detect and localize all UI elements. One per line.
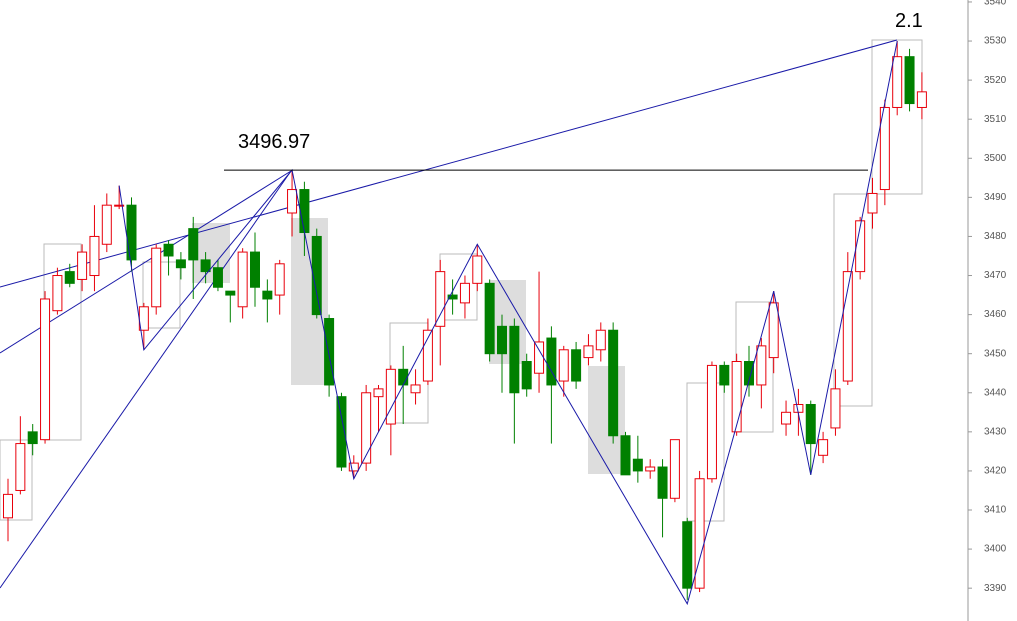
- y-tick-label: 3440: [984, 387, 1007, 398]
- candle-body: [719, 364, 730, 386]
- zigzag-line: [118, 40, 898, 606]
- candle-body: [497, 325, 507, 355]
- candle-body: [855, 220, 866, 273]
- y-tick-label: 3400: [984, 544, 1007, 555]
- candle-body: [410, 384, 421, 394]
- y-tick-label: 3500: [984, 153, 1007, 164]
- candle-body: [459, 282, 470, 304]
- candle-body: [77, 251, 88, 280]
- candle-body: [879, 106, 890, 191]
- candle-body: [3, 493, 13, 519]
- candle-body: [225, 290, 236, 296]
- y-tick-label: 3390: [984, 583, 1007, 594]
- candle-body: [373, 388, 384, 398]
- candle-body: [645, 466, 656, 472]
- candle-body: [682, 521, 693, 589]
- candle-body: [126, 204, 137, 261]
- peak-label: 2.1: [895, 10, 923, 32]
- level-label: 3496.97: [238, 131, 310, 153]
- candle-body: [842, 271, 853, 382]
- candle-body: [904, 56, 915, 105]
- candle-body: [620, 435, 631, 476]
- candle-body: [583, 345, 594, 359]
- candle-body: [101, 204, 112, 245]
- candle-body: [472, 255, 483, 284]
- candle-body: [768, 302, 779, 359]
- candle-body: [27, 431, 38, 445]
- y-tick-label: 3520: [984, 75, 1007, 86]
- trend-lines: [0, 39, 898, 589]
- candle-body: [250, 251, 260, 288]
- candle-body: [608, 329, 619, 437]
- candle-body: [558, 349, 569, 382]
- candle-body: [892, 56, 903, 108]
- candle-body: [805, 403, 816, 445]
- candle-body: [385, 368, 396, 425]
- range-boxes: [0, 39, 923, 522]
- candle-body: [534, 341, 545, 374]
- candle-body: [694, 478, 705, 589]
- y-tick-label: 3410: [984, 505, 1007, 516]
- candle-body: [632, 458, 643, 472]
- candle-body: [262, 290, 273, 300]
- candle-body: [669, 439, 680, 499]
- y-tick-label: 3540: [984, 0, 1007, 8]
- candle-body: [781, 411, 792, 425]
- y-tick-label: 3510: [984, 114, 1007, 125]
- candle-body: [744, 361, 754, 386]
- candle-body: [163, 243, 174, 257]
- candle-body: [114, 204, 125, 207]
- candle-body: [422, 329, 433, 382]
- candle-body: [818, 439, 829, 456]
- candle-body: [398, 368, 409, 386]
- candle-body: [52, 275, 63, 312]
- y-tick-label: 3420: [984, 466, 1007, 477]
- candle-body: [830, 388, 841, 429]
- y-tick-label: 3530: [984, 36, 1007, 47]
- candle-body: [40, 298, 51, 441]
- candle-body: [657, 466, 668, 499]
- candle-body: [212, 267, 223, 288]
- candle-body: [546, 337, 557, 386]
- y-tick-label: 3490: [984, 192, 1007, 203]
- candle-body: [175, 259, 186, 269]
- y-tick-label: 3460: [984, 309, 1007, 320]
- candle-body: [484, 282, 495, 355]
- candle-body: [324, 318, 335, 386]
- candle-body: [151, 247, 162, 308]
- candle-body: [237, 251, 248, 308]
- candle-body: [348, 462, 359, 472]
- candle-body: [311, 235, 322, 316]
- candle-body: [287, 189, 298, 214]
- candle-body: [916, 91, 927, 108]
- candle-body: [15, 443, 26, 491]
- y-tick-label: 3480: [984, 231, 1007, 242]
- y-tick-label: 3430: [984, 426, 1007, 437]
- candle-body: [867, 192, 878, 214]
- candle-body: [274, 263, 285, 296]
- candle-body: [188, 228, 199, 261]
- candle-body: [361, 392, 372, 464]
- candle-body: [336, 396, 347, 468]
- y-tick-label: 3450: [984, 348, 1007, 359]
- candle-body: [447, 294, 458, 300]
- y-tick-label: 3470: [984, 270, 1007, 281]
- candle-body: [521, 361, 532, 390]
- candle-body: [706, 364, 717, 480]
- candle-body: [731, 361, 742, 433]
- candle-body: [64, 271, 75, 284]
- candle-body: [595, 329, 606, 351]
- candle-body: [571, 349, 582, 382]
- candle-body: [299, 189, 310, 234]
- candle-body: [200, 259, 211, 273]
- candle-body: [756, 345, 767, 386]
- candle-body: [435, 271, 446, 327]
- candle-body: [509, 325, 520, 394]
- candle-body: [89, 235, 100, 277]
